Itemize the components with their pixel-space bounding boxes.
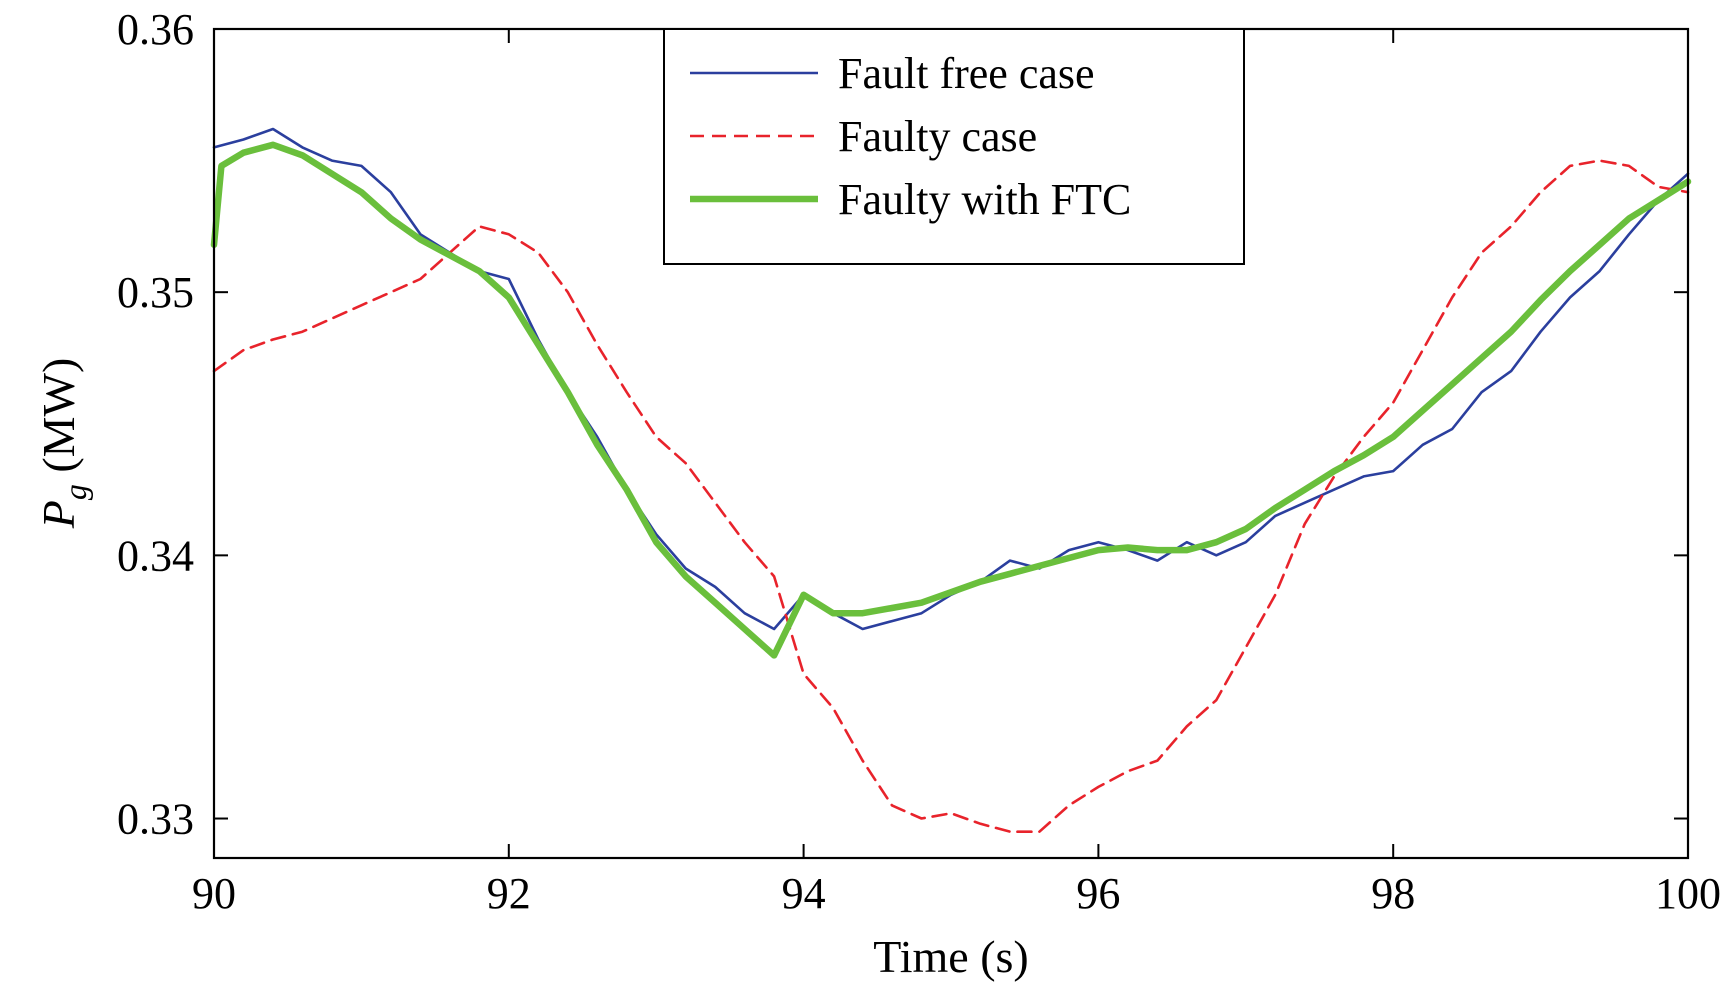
legend-label-faulty: Faulty case bbox=[838, 112, 1037, 161]
y-axis-label-sub: g bbox=[57, 484, 93, 500]
x-tick-label: 100 bbox=[1655, 869, 1721, 918]
legend-box bbox=[663, 28, 1245, 265]
series-line-faulty-ftc bbox=[210, 141, 1692, 659]
legend-label-fault-free: Fault free case bbox=[838, 49, 1095, 98]
y-axis-label-main: P bbox=[33, 500, 84, 529]
x-tick-label: 92 bbox=[487, 869, 531, 918]
y-axis-label-unit: (MW) bbox=[33, 358, 84, 484]
x-tick-label: 94 bbox=[782, 869, 826, 918]
legend: Fault free case Faulty case Faulty with … bbox=[663, 28, 1245, 265]
x-tick-label: 98 bbox=[1371, 869, 1415, 918]
y-tick-label: 0.36 bbox=[117, 5, 194, 54]
x-tick-label: 96 bbox=[1076, 869, 1120, 918]
x-tick-label: 90 bbox=[192, 869, 236, 918]
tick-labels: 90 92 94 96 98 100 0.33 0.34 0.35 0.36 bbox=[117, 5, 1721, 918]
series-line-faulty bbox=[212, 159, 1690, 833]
y-tick-label: 0.35 bbox=[117, 268, 194, 317]
series-layer bbox=[210, 127, 1692, 833]
y-tick-label: 0.33 bbox=[117, 795, 194, 844]
legend-label-faulty-ftc: Faulty with FTC bbox=[838, 175, 1131, 224]
y-tick-label: 0.34 bbox=[117, 531, 194, 580]
y-axis-label: Pg (MW) bbox=[33, 358, 93, 530]
x-axis-label: Time (s) bbox=[873, 931, 1029, 982]
